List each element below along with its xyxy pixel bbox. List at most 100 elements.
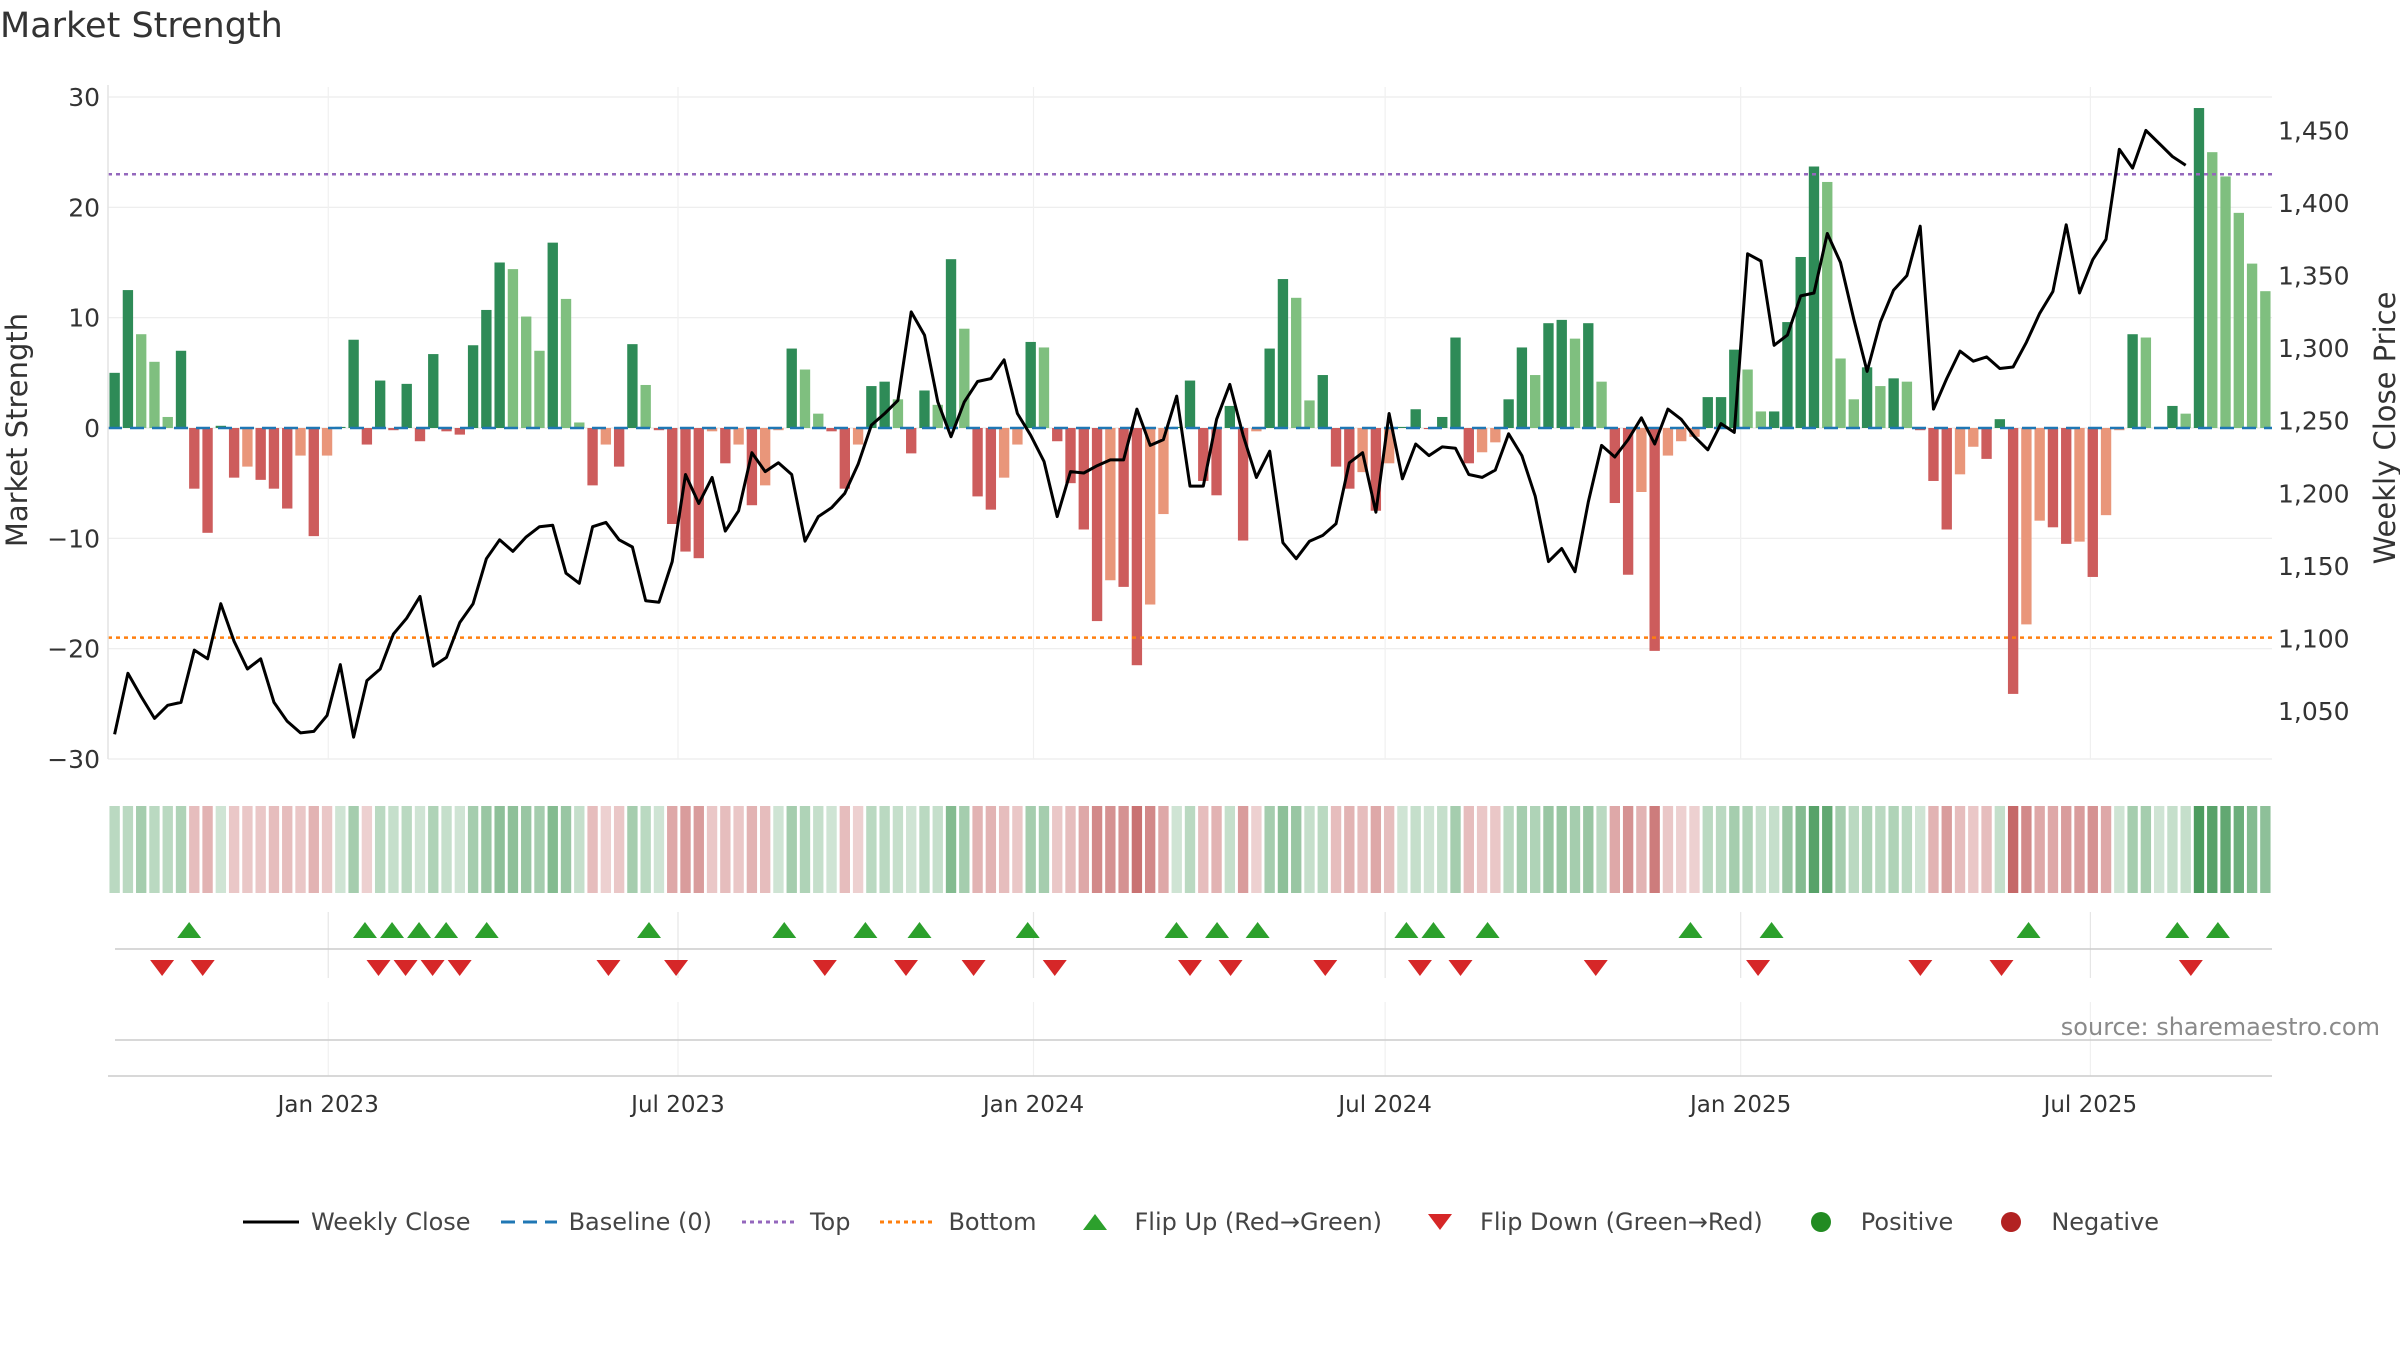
strip-cell	[1516, 806, 1528, 893]
strip-cell	[202, 806, 213, 893]
strength-bar	[1662, 428, 1674, 456]
flip-up-marker	[1421, 922, 1446, 938]
strip-cell	[1251, 806, 1262, 893]
strength-bar	[1715, 397, 1727, 428]
strength-bar	[1689, 428, 1700, 437]
strip-cell	[1543, 806, 1554, 893]
strip-cell	[494, 806, 505, 893]
strip-cell	[1848, 806, 1859, 893]
strip-cell	[1158, 806, 1169, 893]
strength-bar	[1729, 349, 1740, 428]
strength-heat-strip	[109, 806, 2271, 893]
strip-cell	[759, 806, 771, 893]
strength-bar	[2100, 428, 2112, 516]
strength-bar	[1476, 428, 1488, 453]
strip-cell	[401, 806, 412, 893]
strip-cell	[1556, 806, 1567, 893]
strength-bar	[693, 428, 704, 559]
strength-bar	[1516, 347, 1528, 428]
strength-bar	[122, 290, 134, 428]
strip-cell	[1224, 806, 1236, 893]
strip-cell	[852, 806, 864, 893]
legend-symbol-circle	[1791, 1210, 1851, 1234]
strip-cell	[1782, 806, 1793, 893]
strength-bar	[587, 428, 598, 486]
strip-cell	[2207, 806, 2218, 893]
y-tick-label-left: 10	[68, 304, 100, 333]
strip-cell	[1065, 806, 1076, 893]
y-tick-label-right: 1,250	[2278, 407, 2350, 436]
strip-cell	[1901, 806, 1913, 893]
strip-cell	[786, 806, 797, 893]
strength-bar	[2061, 428, 2072, 544]
flip-down-marker	[1178, 960, 1202, 976]
strip-cell	[839, 806, 850, 893]
strip-cell	[826, 806, 837, 893]
strip-cell	[1118, 806, 1129, 893]
strength-bar	[149, 361, 160, 428]
strip-cell	[1038, 806, 1050, 893]
strength-bar	[1105, 428, 1116, 581]
strip-cell	[521, 806, 532, 893]
strength-bar	[746, 428, 758, 506]
legend-item: Weekly Close	[241, 1208, 471, 1236]
strength-bar	[919, 390, 930, 428]
flip-up-marker	[1475, 922, 1500, 938]
strip-cell	[1636, 806, 1647, 893]
strip-cell	[2061, 806, 2072, 893]
strength-bar	[1211, 428, 1222, 496]
strength-bar	[839, 428, 850, 489]
legend-item: Positive	[1791, 1208, 1953, 1236]
legend-symbol-line-dashed	[499, 1210, 559, 1234]
strip-cell	[600, 806, 612, 893]
legend-label: Flip Up (Red→Green)	[1134, 1208, 1383, 1236]
strength-bar	[1304, 400, 1315, 428]
strip-cell	[507, 806, 519, 893]
strength-bar	[2127, 334, 2138, 428]
strength-bar	[481, 309, 492, 428]
strip-cell	[2220, 806, 2231, 893]
y-tick-label-right: 1,300	[2278, 334, 2350, 363]
strength-bar	[600, 428, 612, 445]
market-strength-chart: 30 20 10 0 −10 −20 −30 1,050 1,100 1,150 1,200 1,25…	[0, 83, 2400, 1118]
strip-cell	[136, 806, 147, 893]
strength-bar	[1901, 381, 1913, 428]
legend-label: Weekly Close	[310, 1208, 471, 1236]
y-tick-label-left: −30	[47, 745, 100, 774]
legend-label: Top	[809, 1208, 851, 1236]
strip-cell	[1277, 806, 1289, 893]
strip-cell	[866, 806, 877, 893]
strength-bar	[1822, 181, 1833, 428]
legend-item: Bottom	[878, 1208, 1037, 1236]
strip-cell	[109, 806, 120, 893]
strip-cell	[1437, 806, 1448, 893]
strip-cell	[906, 806, 917, 893]
strip-cell	[547, 806, 558, 893]
strip-cell	[189, 806, 200, 893]
strip-cell	[693, 806, 704, 893]
strength-bar	[1636, 428, 1647, 492]
strength-bar	[985, 428, 997, 510]
strength-bar	[1875, 386, 1886, 428]
strength-bar	[1277, 279, 1289, 428]
reference-lines	[108, 172, 2272, 639]
strip-cell	[2047, 806, 2059, 893]
strength-bar	[1237, 428, 1249, 541]
strip-cell	[2100, 806, 2112, 893]
strip-cell	[706, 806, 718, 893]
strength-bar	[759, 428, 771, 486]
x-tick-label: Jan 2025	[1688, 1092, 1791, 1118]
strip-cell	[1184, 806, 1196, 893]
strip-cell	[1012, 806, 1023, 893]
flip-down-marker	[2178, 960, 2203, 976]
strength-bar	[1131, 428, 1143, 666]
strip-cell	[959, 806, 970, 893]
strip-cell	[733, 806, 744, 893]
y-tick-label-left: 30	[68, 83, 100, 112]
legend-symbol-triangle-up	[1065, 1210, 1125, 1234]
strength-bar	[1835, 358, 1846, 428]
flip-down-marker	[1313, 960, 1338, 976]
strength-bar	[1583, 323, 1594, 428]
strength-bar	[1437, 416, 1448, 428]
strip-cell	[1941, 806, 1952, 893]
